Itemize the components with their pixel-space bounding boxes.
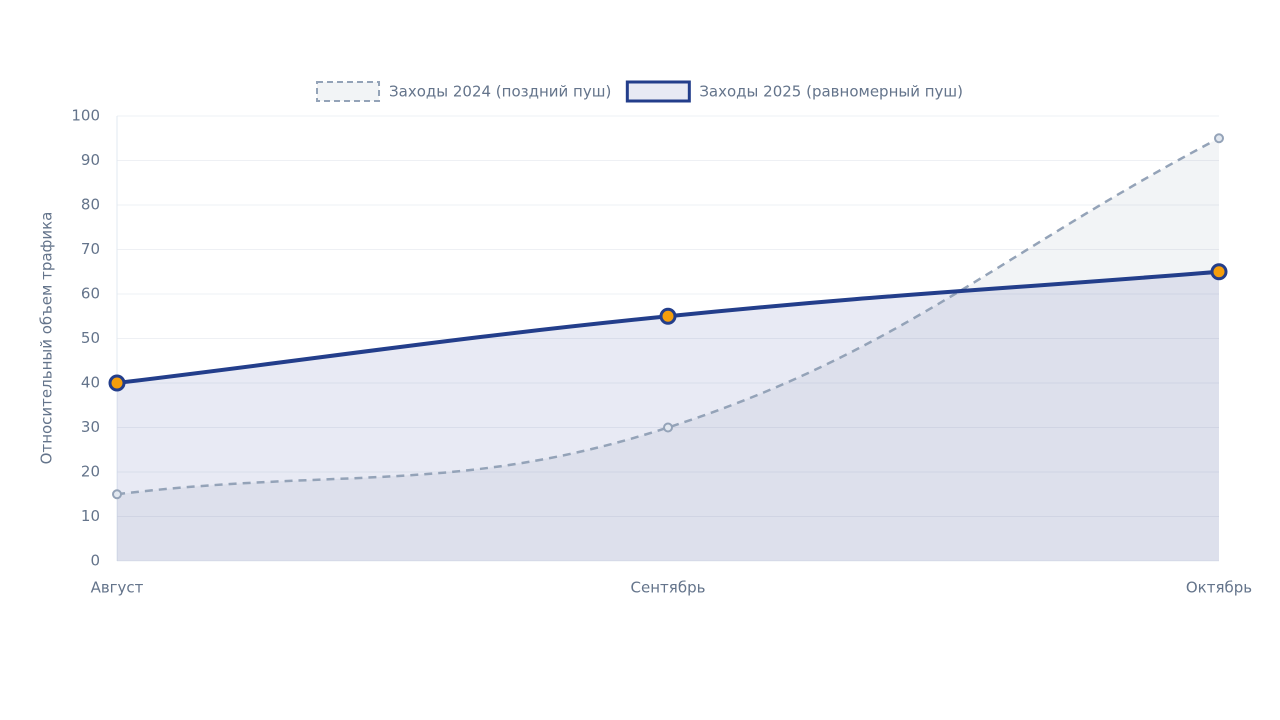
data-point: [1214, 133, 1224, 144]
y-tick-label: 90: [81, 151, 100, 169]
legend-label: Заходы 2024 (поздний пуш): [389, 83, 611, 101]
area: [117, 138, 1219, 561]
area: [117, 271, 1219, 561]
y-tick-label: 100: [71, 107, 100, 125]
legend-item: Заходы 2024 (поздний пуш): [316, 81, 611, 102]
data-point: [663, 422, 673, 433]
y-tick-label: 80: [81, 196, 100, 214]
data-point: [108, 374, 126, 392]
x-tick-label: Август: [91, 579, 144, 597]
legend-swatch: [625, 80, 691, 103]
y-tick-label: 70: [81, 240, 100, 258]
y-tick-label: 10: [81, 507, 100, 525]
y-tick-label: 20: [81, 463, 100, 481]
y-tick-label: 40: [81, 374, 100, 392]
data-point: [112, 489, 122, 500]
x-tick-label: Октябрь: [1186, 579, 1252, 597]
y-axis-title: Относительный объем трафика: [38, 212, 56, 465]
data-point: [659, 307, 677, 325]
legend-item: Заходы 2025 (равномерный пуш): [625, 80, 963, 103]
x-tick-label: Сентябрь: [631, 579, 706, 597]
legend-label: Заходы 2025 (равномерный пуш): [699, 83, 963, 101]
y-tick-label: 30: [81, 418, 100, 436]
y-tick-label: 50: [81, 329, 100, 347]
y-tick-label: 60: [81, 285, 100, 303]
legend-swatch: [316, 81, 381, 102]
data-point: [1210, 263, 1228, 281]
y-tick-label: 0: [90, 552, 100, 570]
